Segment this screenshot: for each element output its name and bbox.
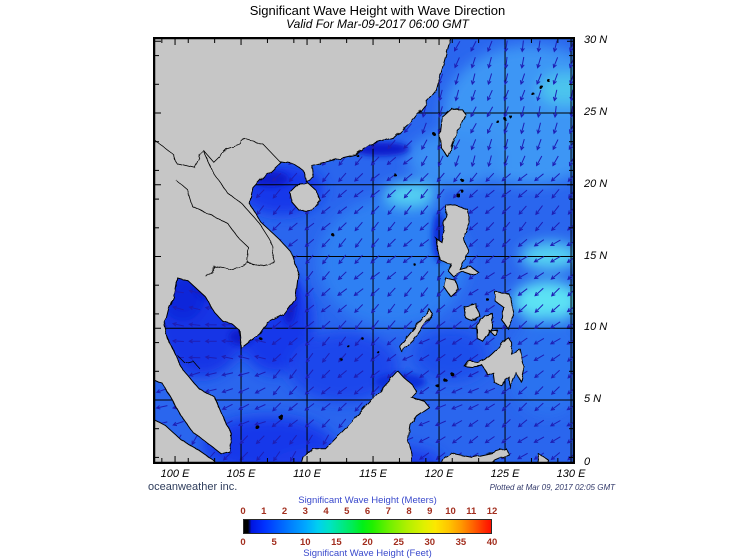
lon-tick-label: 130 E <box>556 468 586 480</box>
country-borders <box>153 138 281 370</box>
colorbar-feet-tick: 10 <box>299 537 311 548</box>
colorbar-feet-tick: 40 <box>486 537 498 548</box>
map-canvas <box>153 37 575 464</box>
land-mindoro <box>443 277 460 298</box>
lon-tick-label: 110 E <box>293 468 321 480</box>
lon-tick-label: 125 E <box>490 468 520 480</box>
colorbar-title-meters: Significant Wave Height (Meters) <box>298 495 437 506</box>
land-bohol <box>487 329 500 337</box>
page-title: Significant Wave Height with Wave Direct… <box>249 3 506 18</box>
land-taiwan <box>439 108 466 158</box>
lon-tick-label: 100 E <box>160 468 190 480</box>
colorbar-feet-tick: 25 <box>393 537 404 548</box>
land-luzon <box>435 204 480 278</box>
lat-tick-label: 20 N <box>584 177 608 190</box>
land-borneo <box>300 370 430 464</box>
lon-tick-label: 120 E <box>424 468 454 480</box>
colorbar-meters-tick: 8 <box>406 506 412 517</box>
lat-tick-label: 0 <box>584 456 591 468</box>
publisher-credit: oceanweather inc. <box>148 481 238 493</box>
lat-tick-label: 25 N <box>584 106 608 118</box>
colorbar-meters-tick: 5 <box>344 506 350 517</box>
map-frame-border <box>153 37 575 464</box>
land-sulawesi <box>439 448 510 464</box>
land-halmahera <box>537 453 550 464</box>
land-mindanao <box>463 337 525 390</box>
land-hainan <box>289 182 321 212</box>
land-sumatra <box>153 418 218 464</box>
lat-tick-label: 15 N <box>584 249 608 262</box>
colorbar-feet-tick: 30 <box>424 537 436 548</box>
lon-tick-label: 105 E <box>226 468 256 480</box>
lon-tick-label: 115 E <box>359 468 387 480</box>
colorbar-meters-tick: 4 <box>323 506 329 517</box>
land-masses <box>153 37 550 464</box>
colorbar-meters-tick: 12 <box>486 506 498 517</box>
colorbar-feet-tick: 20 <box>362 537 373 548</box>
small-islands <box>255 79 551 429</box>
lat-tick-label: 10 N <box>584 321 608 334</box>
colorbar-meters-tick: 9 <box>427 506 433 517</box>
frame-ticks <box>155 39 573 462</box>
colorbar-meters-tick: 11 <box>466 506 477 517</box>
colorbar-meters-tick: 3 <box>302 506 308 517</box>
land-samar-leyte <box>494 291 516 330</box>
colorbar-feet-tick: 5 <box>271 537 277 548</box>
colorbar-meters-tick: 0 <box>240 506 246 517</box>
colorbar-gradient <box>243 519 492 534</box>
colorbar-feet-tick: 35 <box>455 537 467 548</box>
colorbar-meters-tick: 10 <box>445 506 456 517</box>
land-layer <box>153 37 551 464</box>
plotted-timestamp: Plotted at Mar 09, 2017 02:05 GMT <box>489 483 615 492</box>
lat-tick-label: 30 N <box>584 34 608 47</box>
land-mainland-asia <box>153 37 452 455</box>
colorbar-feet-tick: 0 <box>240 537 246 548</box>
colorbar-title-feet: Significant Wave Height (Feet) <box>303 548 432 559</box>
colorbar-meters-tick: 1 <box>261 506 267 517</box>
lat-tick-label: 5 N <box>584 393 602 405</box>
land-palawan <box>398 308 434 353</box>
colorbar-meters-tick: 7 <box>385 506 391 517</box>
valid-time-subtitle: Valid For Mar-09-2017 06:00 GMT <box>286 17 469 31</box>
land-panay <box>463 303 481 322</box>
colorbar-meters-tick: 2 <box>281 506 288 517</box>
colorbar-feet-tick: 15 <box>331 537 342 548</box>
colorbar-meters-tick: 6 <box>364 506 371 517</box>
land-negros-cebu <box>476 313 494 342</box>
wave-map-svg <box>153 37 575 464</box>
